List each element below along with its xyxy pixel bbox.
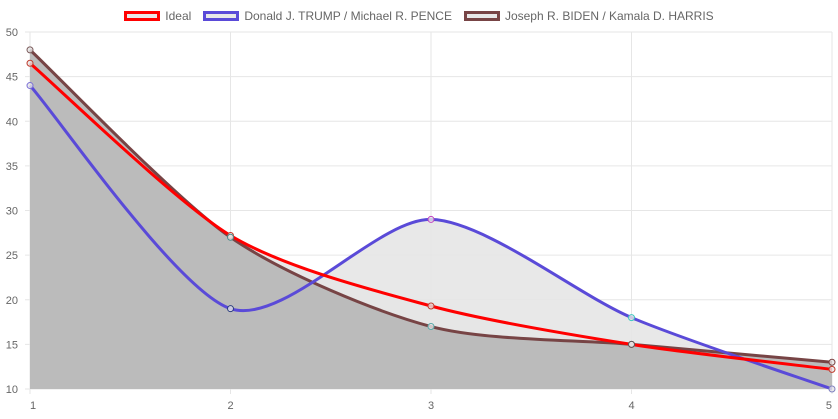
data-point[interactable] [427,302,435,310]
data-point[interactable] [628,314,635,322]
area-fill-series-2 [30,49,832,389]
data-point[interactable] [828,385,836,393]
data-point[interactable] [227,233,234,241]
legend-label-biden: Joseph R. BIDEN / Kamala D. HARRIS [504,9,714,23]
legend-item-ideal[interactable]: Ideal [124,9,191,23]
x-tick-label: 1 [30,400,36,412]
legend-swatch-biden [463,11,500,21]
data-point[interactable] [427,215,435,223]
legend-item-biden[interactable]: Joseph R. BIDEN / Kamala D. HARRIS [463,9,714,23]
legend-item-trump[interactable]: Donald J. TRUMP / Michael R. PENCE [203,9,452,23]
data-point[interactable] [427,323,435,331]
legend-label-ideal: Ideal [165,9,192,23]
x-tick-label: 4 [628,400,634,412]
legend-label-trump: Donald J. TRUMP / Michael R. PENCE [244,9,452,23]
x-tick-label: 2 [227,400,233,412]
x-tick-label: 3 [428,400,434,412]
legend-swatch-ideal [124,11,161,21]
y-tick-label: 20 [6,295,18,307]
data-point[interactable] [26,59,34,67]
data-points [26,46,836,393]
data-point[interactable] [26,46,34,54]
data-point[interactable] [828,358,836,366]
y-tick-label: 15 [6,339,18,351]
y-tick-label: 45 [6,72,18,84]
x-tick-label: 5 [826,400,832,412]
y-tick-label: 10 [6,384,18,396]
y-tick-label: 30 [6,206,18,218]
data-point[interactable] [227,305,234,313]
data-point[interactable] [628,340,635,348]
y-tick-label: 35 [6,161,18,173]
y-tick-label: 25 [6,250,18,262]
legend: Ideal Donald J. TRUMP / Michael R. PENCE… [0,5,838,27]
series-line-1 [28,84,833,391]
legend-swatch-trump [203,11,240,21]
y-tick-label: 40 [6,116,18,128]
data-point[interactable] [828,365,836,373]
data-point[interactable] [26,82,34,90]
y-tick-label: 50 [6,27,18,39]
